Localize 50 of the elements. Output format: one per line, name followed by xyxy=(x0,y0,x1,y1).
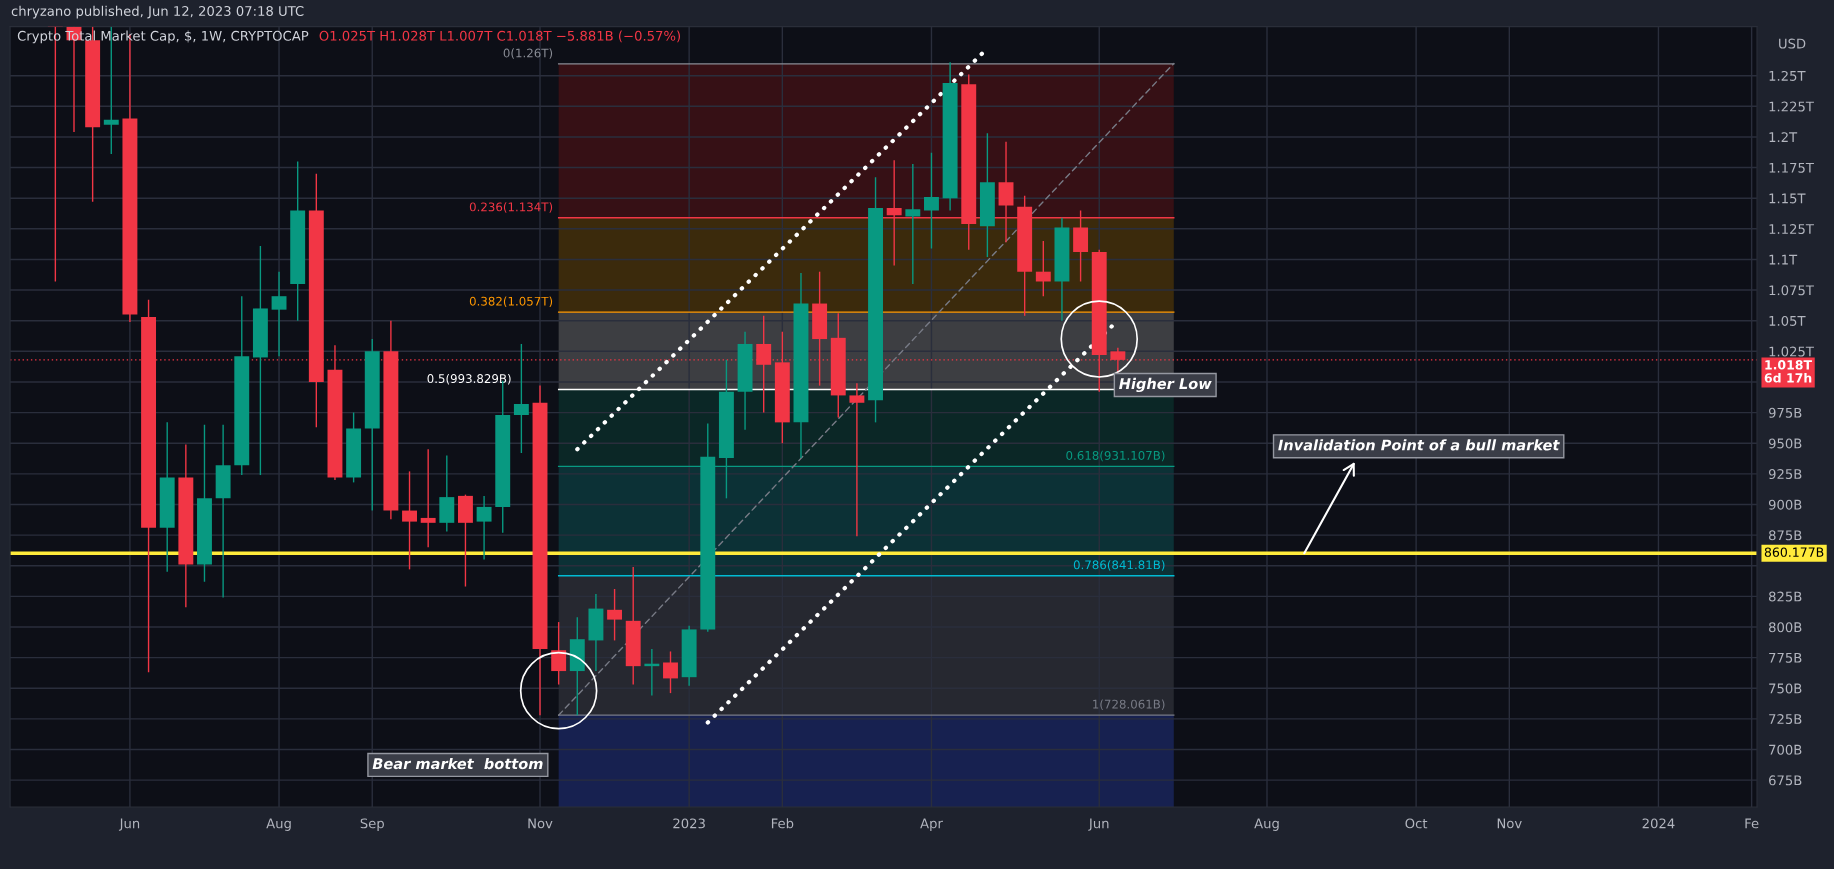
x-tick-label: Jun xyxy=(1088,818,1109,831)
y-tick-label: 900B xyxy=(1768,499,1802,510)
x-tick-label: Nov xyxy=(528,818,553,829)
y-tick-label: 1.15T xyxy=(1769,193,1806,204)
ref-line-label: 0(1.26T) xyxy=(503,48,553,59)
y-tick-label: 700B xyxy=(1769,744,1802,755)
ref-line-label: 1.018T 6d 17h xyxy=(1764,360,1812,383)
annotation: Invalidation Point of a bull market xyxy=(1278,439,1560,451)
ref-line-label: 0.618(931.107B) xyxy=(1066,450,1165,462)
ref-line-label: 0.382(1.057T) xyxy=(469,296,553,308)
ref-line-label: 0.5(993.829B) xyxy=(427,373,511,385)
y-tick-label: 1.25T xyxy=(1769,70,1806,81)
y-tick-label: 825B xyxy=(1768,591,1802,602)
y-tick-label: 1.2T xyxy=(1769,132,1798,142)
y-tick-label: 950B xyxy=(1768,438,1802,449)
ref-line-label: 860.177B xyxy=(1764,547,1824,557)
x-tick-label: 2023 xyxy=(673,818,705,829)
y-tick-label: 1.05T xyxy=(1769,315,1806,326)
annotation: Bear market bottom xyxy=(372,757,543,770)
y-tick-label: 750B xyxy=(1769,683,1802,694)
y-tick-label: 1.1T xyxy=(1769,254,1798,265)
y-tick-label: 925B xyxy=(1768,469,1802,480)
y-tick-label: 1.075T xyxy=(1769,285,1814,296)
x-tick-label: Fe xyxy=(1745,818,1759,829)
y-tick-label: 875B xyxy=(1768,530,1802,541)
ref-line-label: 0.236(1.134T) xyxy=(469,202,553,213)
x-tick-label: 2024 xyxy=(1642,818,1675,829)
y-tick-label: 1.025T xyxy=(1769,346,1814,357)
y-axis-title: USD xyxy=(1779,38,1806,49)
y-tick-label: 1.225T xyxy=(1769,101,1814,112)
x-tick-label: Feb xyxy=(771,818,794,829)
y-tick-label: 675B xyxy=(1769,775,1802,786)
y-tick-label: 1.175T xyxy=(1769,162,1814,173)
y-tick-label: 800B xyxy=(1768,622,1802,633)
y-tick-label: 975B xyxy=(1768,407,1802,418)
ref-line-label: 1(728.061B) xyxy=(1093,699,1165,711)
x-tick-label: Oct xyxy=(1405,818,1428,829)
x-tick-label: Nov xyxy=(1497,818,1522,829)
y-tick-label: 725B xyxy=(1769,714,1802,725)
y-tick-label: 1.125T xyxy=(1769,224,1814,235)
chart-subtitle: O1.025T H1.028T L1.007T C1.018T −5.881B (−0.57%) xyxy=(319,30,681,43)
ref-line-label: 0.786(841.81B) xyxy=(1073,560,1165,571)
annotation: Higher Low xyxy=(1119,377,1212,393)
x-tick-label: Aug xyxy=(1254,818,1279,831)
x-tick-label: Jun xyxy=(118,818,140,831)
y-tick-label: 775B xyxy=(1769,652,1802,663)
x-tick-label: Sep xyxy=(360,818,384,831)
x-tick-label: Apr xyxy=(920,818,943,831)
text: chryzano published, Jun 12, 2023 07:18 UTC xyxy=(11,5,304,19)
x-tick-label: Aug xyxy=(266,818,291,831)
